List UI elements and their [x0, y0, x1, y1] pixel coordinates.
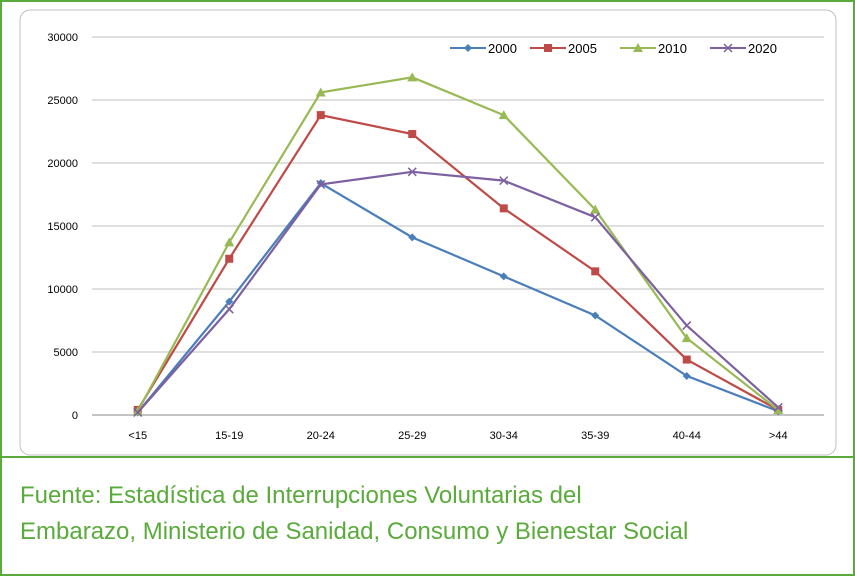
marker: [499, 176, 509, 186]
marker: [682, 371, 691, 380]
marker: [773, 402, 783, 412]
marker: [315, 87, 326, 97]
x-tick-label: 35-39: [581, 430, 609, 442]
marker: [133, 407, 143, 418]
legend-label: 2020: [748, 41, 777, 56]
marker: [407, 167, 417, 177]
marker: [408, 233, 417, 242]
y-tick-label: 20000: [47, 158, 78, 170]
footer-line: Embarazo, Ministerio de Sanidad, Consumo…: [20, 518, 689, 545]
y-tick-label: 0: [72, 410, 78, 422]
y-tick-label: 25000: [47, 95, 78, 107]
chart-panel: [19, 9, 837, 456]
marker: [132, 406, 143, 416]
marker: [590, 212, 600, 222]
marker: [316, 179, 326, 189]
marker: [590, 204, 601, 214]
x-tick-label: 20-24: [307, 430, 335, 442]
legend-label: 2005: [568, 41, 597, 56]
marker: [224, 237, 235, 247]
x-tick-label: 40-44: [673, 430, 701, 442]
x-tick-label: 15-19: [215, 430, 243, 442]
marker: [498, 110, 509, 120]
marker: [682, 355, 691, 364]
marker: [408, 130, 417, 139]
marker: [591, 267, 600, 276]
marker: [499, 272, 508, 281]
marker: [225, 254, 234, 263]
marker: [723, 43, 733, 53]
marker: [591, 311, 600, 320]
marker: [464, 44, 472, 52]
footer-line: Fuente: Estadística de Interrupciones Vo…: [20, 482, 582, 509]
y-tick-label: 10000: [47, 284, 78, 296]
x-tick-label: >44: [769, 430, 788, 442]
y-tick-label: 15000: [47, 221, 78, 233]
y-tick-label: 30000: [47, 32, 78, 44]
x-tick-label: 30-34: [490, 430, 518, 442]
marker: [773, 404, 784, 414]
marker: [225, 297, 234, 306]
marker: [544, 44, 552, 52]
series-line: [136, 76, 779, 412]
marker: [681, 333, 692, 343]
footer: Fuente: Estadística de Interrupciones Vo…: [20, 478, 850, 550]
marker: [224, 304, 234, 314]
x-tick-label: 25-29: [398, 430, 426, 442]
marker: [633, 43, 643, 52]
marker: [316, 111, 325, 120]
marker: [682, 321, 692, 331]
series-line: [136, 181, 779, 414]
marker: [407, 72, 418, 82]
legend-label: 2000: [488, 41, 517, 56]
series-line: [136, 170, 779, 414]
legend-label: 2010: [658, 41, 687, 56]
y-tick-label: 5000: [54, 347, 78, 359]
x-tick-label: <15: [128, 430, 147, 442]
series-line: [136, 113, 779, 411]
marker: [499, 204, 508, 213]
